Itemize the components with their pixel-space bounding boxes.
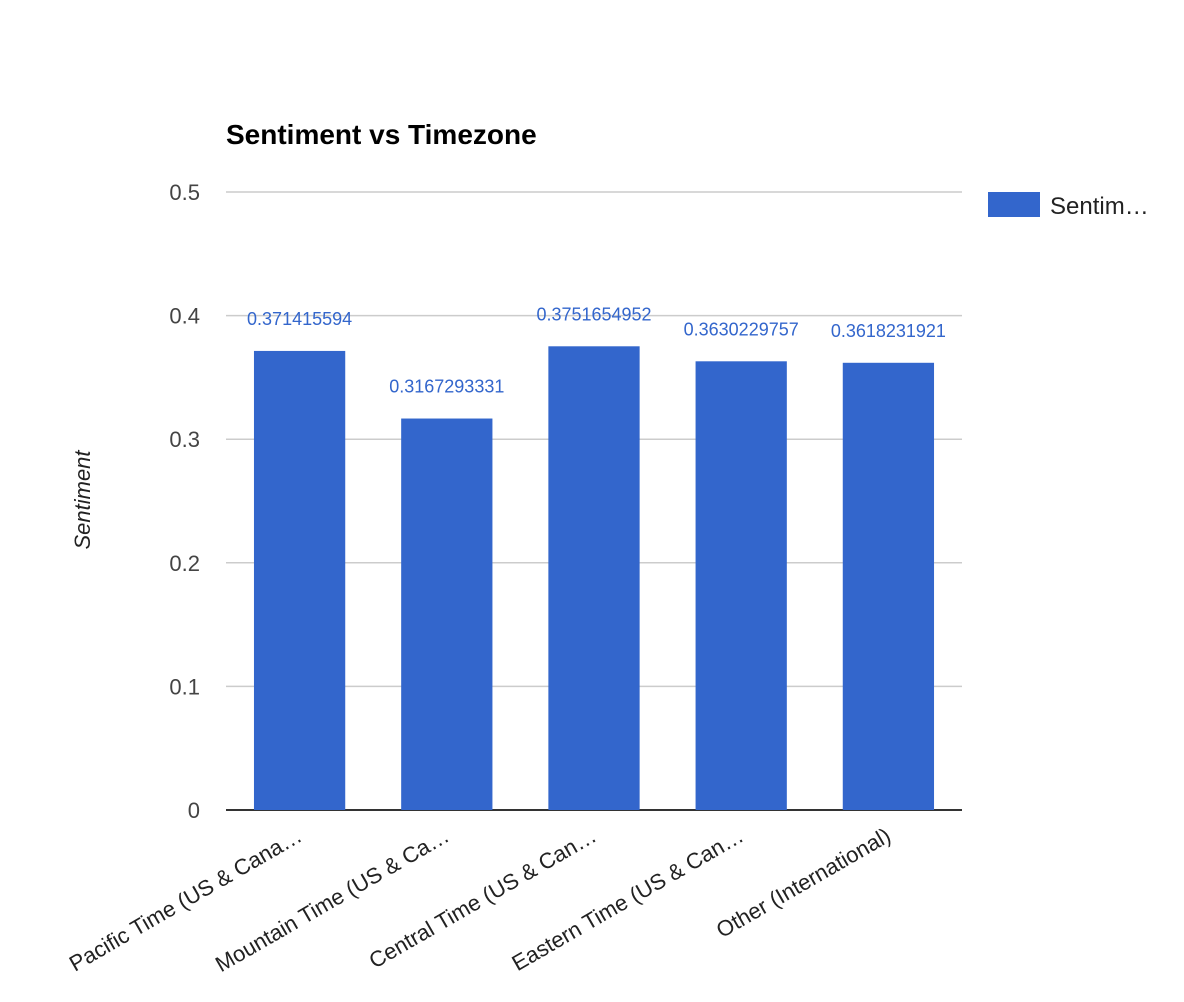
y-tick-label: 0.1 xyxy=(169,674,200,699)
x-tick-label: Mountain Time (US & Ca… xyxy=(211,823,453,977)
bar[interactable] xyxy=(401,418,493,810)
data-labels: 0.371415594 0.3167293331 0.3751654952 0.363… xyxy=(247,304,946,396)
data-label: 0.3618231921 xyxy=(831,321,946,341)
data-label: 0.371415594 xyxy=(247,309,352,329)
y-axis-title: Sentiment xyxy=(70,450,95,550)
x-axis-ticks: Pacific Time (US & Cana…Mountain Time (U… xyxy=(65,823,895,977)
bars xyxy=(253,346,935,810)
data-label: 0.3167293331 xyxy=(389,377,504,397)
bar[interactable] xyxy=(842,362,935,810)
bar[interactable] xyxy=(253,350,346,810)
chart-title: Sentiment vs Timezone xyxy=(226,119,537,150)
y-axis-ticks: 0 0.1 0.2 0.3 0.4 0.5 xyxy=(169,180,200,823)
y-tick-label: 0.2 xyxy=(169,551,200,576)
y-tick-label: 0 xyxy=(188,798,200,823)
y-tick-label: 0.4 xyxy=(169,304,200,329)
legend[interactable]: Sentim… xyxy=(988,192,1149,220)
x-tick-label: Eastern Time (US & Can… xyxy=(508,823,748,976)
bar[interactable] xyxy=(695,361,787,810)
legend-swatch xyxy=(988,192,1040,217)
y-tick-label: 0.3 xyxy=(169,427,200,452)
legend-label: Sentim… xyxy=(1050,193,1149,220)
data-label: 0.3751654952 xyxy=(536,304,651,324)
y-tick-label: 0.5 xyxy=(169,180,200,205)
bar[interactable] xyxy=(548,346,640,810)
data-label: 0.3630229757 xyxy=(684,319,799,339)
x-tick-label: Pacific Time (US & Cana… xyxy=(65,823,306,977)
